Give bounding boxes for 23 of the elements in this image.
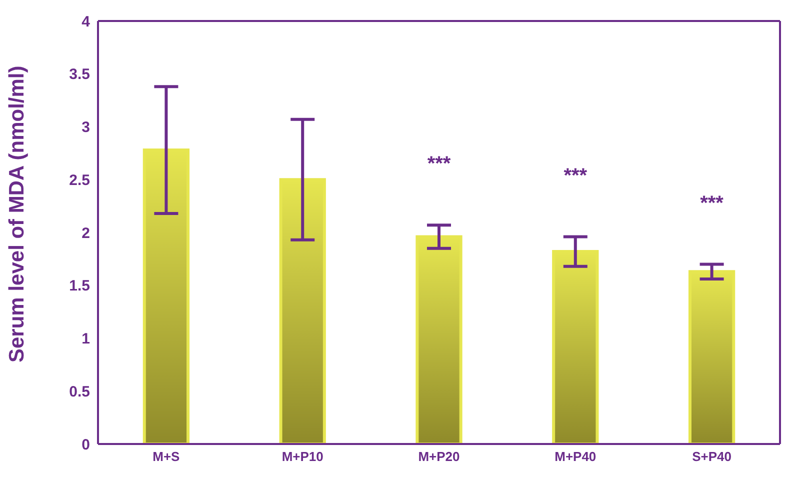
bar xyxy=(552,250,599,444)
annotation: *** xyxy=(564,164,588,187)
x-tick-label: M+S xyxy=(152,449,180,464)
x-tick-label: M+P20 xyxy=(418,449,460,464)
y-tick-label: 4 xyxy=(82,13,91,30)
y-tick-label: 2.5 xyxy=(69,172,90,189)
y-tick-label: 3 xyxy=(82,119,90,136)
bar xyxy=(279,178,326,444)
y-tick-label: 0 xyxy=(82,436,90,454)
x-tick-label: M+P40 xyxy=(554,449,596,464)
y-tick-label: 2 xyxy=(82,224,90,242)
y-tick-label: 0.5 xyxy=(69,383,90,400)
annotation: *** xyxy=(700,192,724,214)
bar xyxy=(416,235,462,444)
x-tick-label: S+P40 xyxy=(692,449,732,464)
bar xyxy=(142,148,190,444)
annotation: *** xyxy=(427,153,451,176)
y-tick-label: 1 xyxy=(82,330,90,348)
y-axis-title: Serum level of MDA (nmol/ml) xyxy=(5,66,28,362)
bar xyxy=(688,270,736,444)
x-tick-label: M+P10 xyxy=(282,449,324,464)
y-tick-label: 3.5 xyxy=(69,66,90,84)
y-tick-label: 1.5 xyxy=(69,278,90,295)
